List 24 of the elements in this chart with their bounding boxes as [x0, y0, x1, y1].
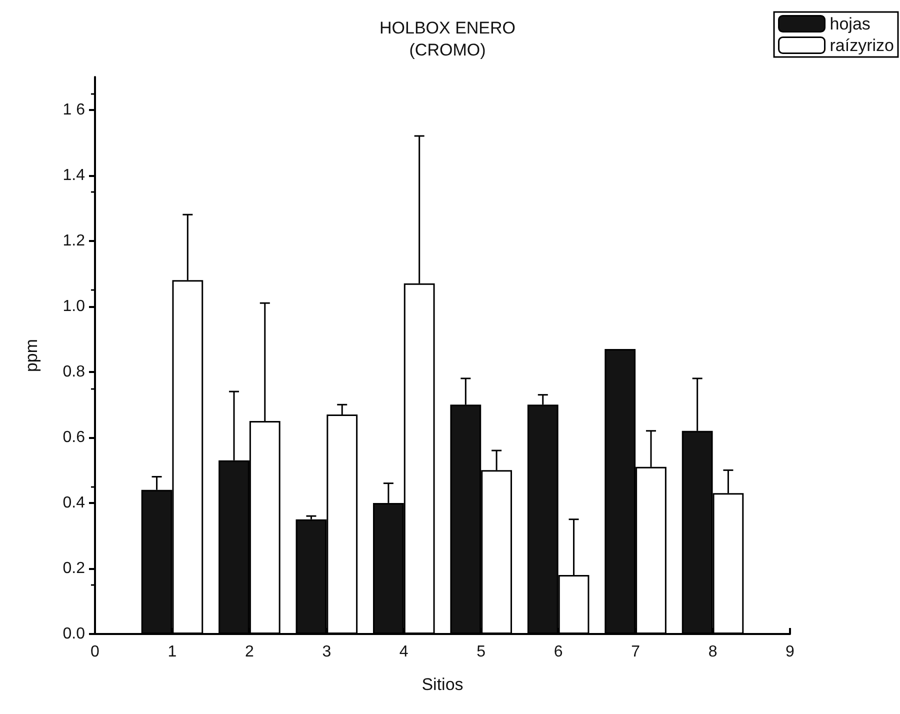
y-tick-label: 0.6: [62, 428, 86, 446]
y-tick-label: 0.0: [62, 626, 86, 642]
y-tick-label: 1 6: [62, 101, 86, 118]
legend-label: raízyrizo: [830, 36, 894, 55]
y-tick-label: 1.2: [62, 232, 86, 250]
x-tick-label: 2: [244, 644, 254, 660]
x-tick-label: 0: [90, 644, 100, 660]
x-tick-label: 1: [168, 644, 177, 660]
x-tick-label: 4: [399, 644, 408, 660]
x-tick-label: 6: [554, 644, 563, 660]
chart-title: HOLBOX ENERO (CROMO): [379, 18, 516, 60]
y-tick-label: 0.2: [62, 560, 86, 577]
x-tick-label: 7: [631, 644, 640, 660]
x-tick-label: 5: [476, 644, 486, 660]
y-axis-title: ppm: [22, 338, 41, 372]
x-tick-label: 3: [322, 644, 332, 660]
x-axis-title: Sitios: [422, 675, 464, 694]
y-tick-label: 1.0: [62, 298, 86, 315]
legend-label: hojas: [830, 14, 870, 34]
y-tick-label: 0.8: [62, 363, 86, 380]
y-tick-label: 0.4: [62, 494, 86, 512]
x-tick-label: 9: [786, 644, 795, 660]
x-tick-label: 8: [708, 644, 718, 660]
y-tick-label: 1.4: [62, 166, 86, 184]
